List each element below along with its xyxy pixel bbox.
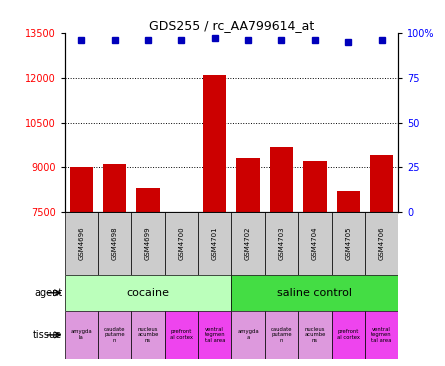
Text: amygda
a: amygda a bbox=[237, 329, 259, 340]
Bar bbox=[103, 164, 126, 212]
Bar bbox=[298, 212, 332, 274]
Text: GSM4703: GSM4703 bbox=[279, 227, 284, 260]
Text: GSM4706: GSM4706 bbox=[379, 227, 384, 260]
Bar bbox=[270, 146, 293, 212]
Text: agent: agent bbox=[34, 288, 62, 298]
Text: GSM4705: GSM4705 bbox=[345, 227, 351, 260]
Bar bbox=[298, 311, 332, 359]
Bar bbox=[265, 311, 298, 359]
Bar bbox=[332, 212, 365, 274]
Text: cocaine: cocaine bbox=[126, 288, 170, 298]
Text: saline control: saline control bbox=[277, 288, 352, 298]
Text: ventral
tegmen
tal area: ventral tegmen tal area bbox=[371, 326, 392, 343]
Bar bbox=[131, 311, 165, 359]
Bar bbox=[98, 212, 131, 274]
Bar bbox=[336, 191, 360, 212]
Text: amygda
la: amygda la bbox=[70, 329, 92, 340]
Bar bbox=[231, 311, 265, 359]
Bar bbox=[231, 274, 398, 311]
Title: GDS255 / rc_AA799614_at: GDS255 / rc_AA799614_at bbox=[149, 19, 314, 32]
Bar bbox=[370, 156, 393, 212]
Bar bbox=[98, 311, 131, 359]
Bar bbox=[236, 158, 260, 212]
Text: tissue: tissue bbox=[33, 330, 62, 340]
Bar bbox=[231, 212, 265, 274]
Text: prefront
al cortex: prefront al cortex bbox=[337, 329, 360, 340]
Text: caudate
putame
n: caudate putame n bbox=[104, 326, 125, 343]
Text: GSM4700: GSM4700 bbox=[178, 227, 184, 260]
Text: nucleus
acumbe
ns: nucleus acumbe ns bbox=[137, 326, 159, 343]
Text: GSM4702: GSM4702 bbox=[245, 227, 251, 260]
Text: ventral
tegmen
tal area: ventral tegmen tal area bbox=[204, 326, 225, 343]
Bar bbox=[365, 212, 398, 274]
Text: GSM4704: GSM4704 bbox=[312, 227, 318, 260]
Bar bbox=[65, 311, 98, 359]
Text: prefront
al cortex: prefront al cortex bbox=[170, 329, 193, 340]
Bar bbox=[303, 161, 327, 212]
Bar bbox=[136, 188, 160, 212]
Text: caudate
putame
n: caudate putame n bbox=[271, 326, 292, 343]
Bar bbox=[165, 212, 198, 274]
Bar bbox=[131, 212, 165, 274]
Text: GSM4701: GSM4701 bbox=[212, 227, 218, 260]
Bar bbox=[165, 311, 198, 359]
Bar bbox=[65, 274, 231, 311]
Bar bbox=[198, 212, 231, 274]
Text: GSM4699: GSM4699 bbox=[145, 227, 151, 260]
Text: nucleus
acumbe
ns: nucleus acumbe ns bbox=[304, 326, 326, 343]
Bar bbox=[65, 212, 98, 274]
Bar bbox=[69, 167, 93, 212]
Bar bbox=[265, 212, 298, 274]
Bar bbox=[203, 75, 227, 212]
Bar bbox=[198, 311, 231, 359]
Text: GSM4698: GSM4698 bbox=[112, 227, 117, 260]
Text: GSM4696: GSM4696 bbox=[78, 227, 84, 260]
Bar bbox=[332, 311, 365, 359]
Bar bbox=[365, 311, 398, 359]
